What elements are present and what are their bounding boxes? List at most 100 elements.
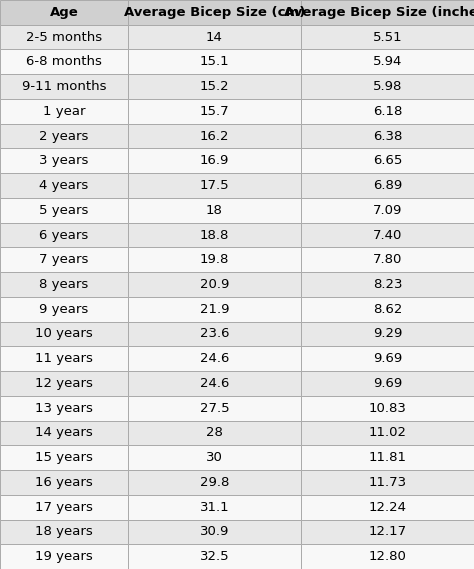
Bar [0, 198, 128, 222]
Text: 12.80: 12.80 [369, 550, 406, 563]
Bar [301, 519, 474, 545]
Bar [128, 446, 301, 470]
Text: 14: 14 [206, 31, 223, 44]
Text: 3 years: 3 years [39, 154, 89, 167]
Text: 15.7: 15.7 [200, 105, 229, 118]
Text: 17.5: 17.5 [200, 179, 229, 192]
Text: 10.83: 10.83 [369, 402, 406, 415]
Bar [301, 347, 474, 371]
Bar [128, 0, 301, 24]
Text: 28: 28 [206, 426, 223, 439]
Text: Average Bicep Size (cm): Average Bicep Size (cm) [124, 6, 305, 19]
Bar [128, 24, 301, 50]
Bar [128, 396, 301, 420]
Text: 12 years: 12 years [35, 377, 93, 390]
Text: 11.02: 11.02 [368, 426, 407, 439]
Bar [301, 123, 474, 149]
Text: 31.1: 31.1 [200, 501, 229, 514]
Text: 8 years: 8 years [39, 278, 89, 291]
Text: 7 years: 7 years [39, 253, 89, 266]
Text: 4 years: 4 years [39, 179, 89, 192]
Text: Age: Age [50, 6, 78, 19]
Bar [301, 74, 474, 99]
Bar [0, 0, 128, 24]
Bar [0, 519, 128, 545]
Text: 15.1: 15.1 [200, 55, 229, 68]
Text: 11.73: 11.73 [368, 476, 407, 489]
Text: 6.65: 6.65 [373, 154, 402, 167]
Text: 7.80: 7.80 [373, 253, 402, 266]
Text: 12.24: 12.24 [368, 501, 407, 514]
Text: 16.9: 16.9 [200, 154, 229, 167]
Bar [0, 123, 128, 149]
Bar [301, 248, 474, 272]
Bar [128, 74, 301, 99]
Bar [301, 371, 474, 396]
Bar [128, 50, 301, 74]
Text: 11.81: 11.81 [368, 451, 407, 464]
Text: 18 years: 18 years [35, 525, 93, 538]
Bar [0, 149, 128, 173]
Text: 6.38: 6.38 [373, 130, 402, 143]
Bar [128, 99, 301, 123]
Bar [301, 24, 474, 50]
Bar [128, 321, 301, 347]
Text: 9-11 months: 9-11 months [22, 80, 106, 93]
Bar [301, 396, 474, 420]
Text: 5.94: 5.94 [373, 55, 402, 68]
Bar [301, 99, 474, 123]
Bar [128, 495, 301, 519]
Bar [301, 222, 474, 248]
Text: 2-5 months: 2-5 months [26, 31, 102, 44]
Bar [0, 470, 128, 495]
Text: 23.6: 23.6 [200, 328, 229, 340]
Bar [301, 297, 474, 321]
Bar [301, 0, 474, 24]
Text: 15 years: 15 years [35, 451, 93, 464]
Bar [128, 248, 301, 272]
Bar [0, 495, 128, 519]
Bar [0, 24, 128, 50]
Bar [0, 396, 128, 420]
Bar [0, 545, 128, 569]
Text: 5.51: 5.51 [373, 31, 402, 44]
Text: 24.6: 24.6 [200, 352, 229, 365]
Text: 9 years: 9 years [39, 303, 89, 316]
Bar [0, 99, 128, 123]
Bar [0, 347, 128, 371]
Text: 7.40: 7.40 [373, 229, 402, 241]
Text: 16.2: 16.2 [200, 130, 229, 143]
Text: 8.62: 8.62 [373, 303, 402, 316]
Text: 13 years: 13 years [35, 402, 93, 415]
Text: 7.09: 7.09 [373, 204, 402, 217]
Bar [128, 149, 301, 173]
Bar [0, 173, 128, 198]
Bar [301, 149, 474, 173]
Bar [128, 420, 301, 446]
Text: 9.69: 9.69 [373, 352, 402, 365]
Text: 29.8: 29.8 [200, 476, 229, 489]
Text: 18: 18 [206, 204, 223, 217]
Bar [0, 222, 128, 248]
Text: 24.6: 24.6 [200, 377, 229, 390]
Bar [301, 470, 474, 495]
Bar [128, 297, 301, 321]
Text: 18.8: 18.8 [200, 229, 229, 241]
Bar [0, 446, 128, 470]
Text: 30.9: 30.9 [200, 525, 229, 538]
Bar [128, 519, 301, 545]
Bar [128, 545, 301, 569]
Bar [128, 470, 301, 495]
Text: 6.18: 6.18 [373, 105, 402, 118]
Text: 15.2: 15.2 [200, 80, 229, 93]
Text: 6-8 months: 6-8 months [26, 55, 102, 68]
Text: 19.8: 19.8 [200, 253, 229, 266]
Bar [128, 272, 301, 297]
Text: 9.29: 9.29 [373, 328, 402, 340]
Bar [301, 495, 474, 519]
Text: 11 years: 11 years [35, 352, 93, 365]
Text: 12.17: 12.17 [368, 525, 407, 538]
Text: 16 years: 16 years [35, 476, 93, 489]
Bar [128, 347, 301, 371]
Bar [301, 173, 474, 198]
